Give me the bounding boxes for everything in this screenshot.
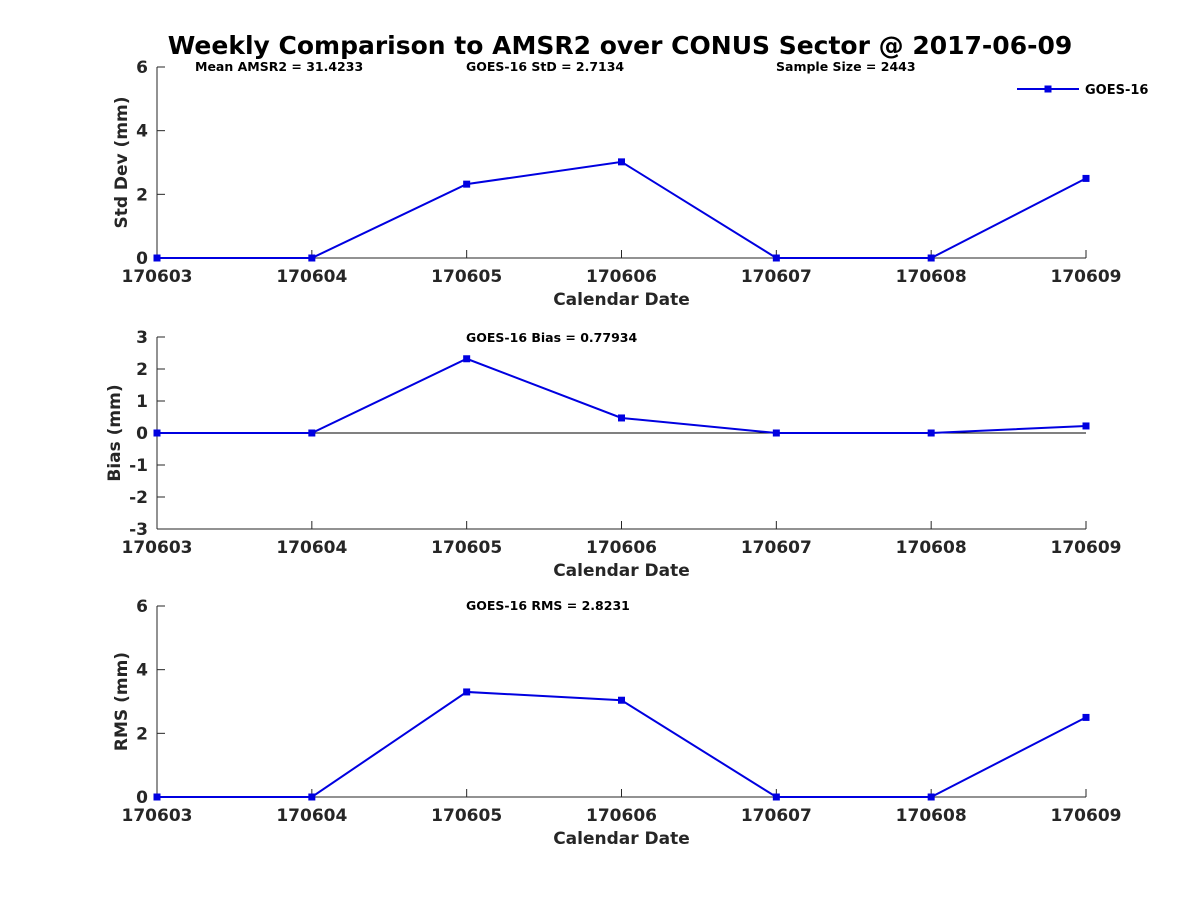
x-tick-label: 170609 [1051,806,1122,826]
data-point-marker [618,158,625,166]
y-tick-label: 0 [136,249,148,269]
panel-std: 0 2 4 6 170603 170604 170605 170606 170607 170608… [112,58,1121,310]
y-tick-label: -1 [129,456,148,476]
data-point-marker [618,696,625,704]
y-tick-label: 6 [136,597,148,617]
x-tick-label: 170605 [431,806,502,826]
stat-annotation: GOES-16 StD = 2.7134 [466,59,624,74]
data-point-marker [927,429,935,437]
data-point-marker [463,180,471,188]
data-point-marker [927,793,935,801]
x-tick-label: 170603 [122,806,193,826]
data-point-marker [308,254,316,262]
panel-bias: -3 -2 -1 0 1 2 3 170603 170604 170605 170606 170607… [105,328,1121,581]
legend-label: GOES-16 [1085,83,1148,98]
data-point-marker [1082,174,1090,182]
data-point-marker [772,793,780,801]
legend: GOES-16 [1017,83,1148,98]
y-axis-label: Bias (mm) [105,384,125,481]
x-axis-label: Calendar Date [553,561,690,581]
x-tick-label: 170608 [896,538,967,558]
data-point-marker [1082,422,1090,430]
data-point-marker [463,355,471,363]
chart-title: Weekly Comparison to AMSR2 over CONUS Se… [168,31,1073,60]
x-tick-label: 170604 [276,267,347,287]
x-tick-label: 170609 [1051,538,1122,558]
data-point-marker [308,429,316,437]
y-tick-label: 4 [136,661,148,681]
y-tick-label: 2 [136,360,148,380]
series-line-goes16 [157,357,1087,434]
y-tick-label: 1 [136,392,148,412]
y-axis-label: Std Dev (mm) [112,96,132,228]
x-tick-label: 170607 [741,806,812,826]
data-point-marker [772,254,780,262]
series-line-goes16 [157,690,1087,798]
x-tick-label: 170608 [896,806,967,826]
y-tick-label: 2 [136,185,148,205]
x-tick-label: 170607 [741,538,812,558]
y-axis-label: RMS (mm) [112,652,132,751]
x-tick-label: 170606 [586,538,657,558]
x-axis-label: Calendar Date [553,290,690,310]
data-point-marker [463,688,471,696]
x-tick-label: 170603 [122,267,193,287]
stat-annotation: Mean AMSR2 = 31.4233 [195,59,363,74]
y-tick-label: 0 [136,788,148,808]
data-point-marker [618,414,625,422]
x-tick-label: 170606 [586,806,657,826]
x-axis-label: Calendar Date [553,829,690,849]
data-point-marker [927,254,935,262]
data-point-marker [1082,713,1090,721]
data-point-marker [153,429,161,437]
x-tick-label: 170603 [122,538,193,558]
series-line-goes16 [157,160,1087,259]
data-point-marker [308,793,316,801]
x-tick-label: 170609 [1051,267,1122,287]
x-tick-label: 170604 [276,538,347,558]
y-tick-label: 0 [136,424,148,444]
y-tick-label: 6 [136,58,148,78]
x-tick-label: 170605 [431,267,502,287]
stat-annotation: Sample Size = 2443 [776,59,916,74]
y-tick-label: -2 [129,488,148,508]
stat-annotation: GOES-16 Bias = 0.77934 [466,330,637,345]
y-tick-label: 2 [136,724,148,744]
x-tick-label: 170605 [431,538,502,558]
y-tick-label: 3 [136,328,148,348]
data-point-marker [153,793,161,801]
data-point-marker [772,429,780,437]
x-tick-label: 170606 [586,267,657,287]
x-tick-label: 170608 [896,267,967,287]
x-tick-label: 170607 [741,267,812,287]
y-tick-label: 4 [136,122,148,142]
data-point-marker [153,254,161,262]
x-tick-label: 170604 [276,806,347,826]
y-tick-label: -3 [129,520,148,540]
legend-marker [1044,85,1052,93]
panel-rms: 0 2 4 6 170603 170604 170605 170606 170607 170608… [112,597,1121,849]
stat-annotation: GOES-16 RMS = 2.8231 [466,598,630,613]
